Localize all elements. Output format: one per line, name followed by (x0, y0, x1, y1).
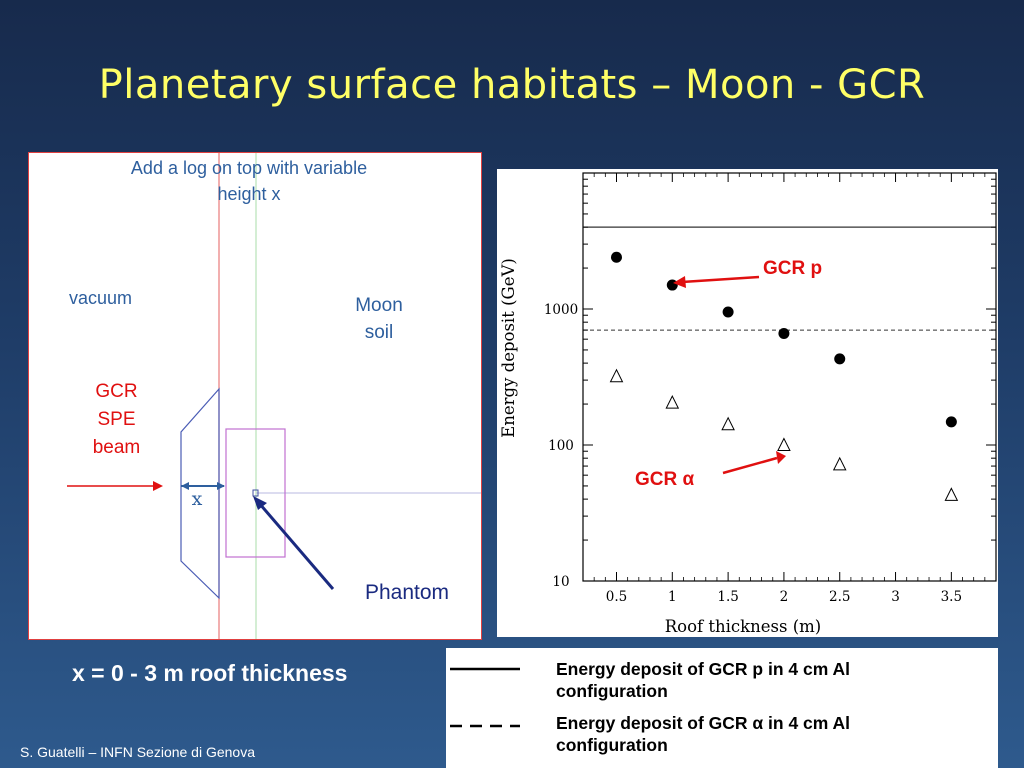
phantom-arrow-head (253, 496, 267, 510)
gcr-alpha-point (777, 437, 791, 451)
x-axis-label: Roof thickness (m) (665, 617, 822, 636)
x-tick-label: 0.5 (606, 589, 627, 605)
plot-frame (582, 172, 997, 582)
legend: Energy deposit of GCR p in 4 cm Al confi… (446, 648, 998, 768)
log-note-line2: height x (217, 184, 281, 204)
gcr-p-point (945, 416, 957, 428)
gcr-p-point (722, 306, 734, 318)
geometry-drawing (67, 153, 481, 639)
gcr-alpha-point (832, 456, 847, 471)
x-tick-label: 1.5 (717, 589, 738, 605)
y-tick-label: 1000 (544, 302, 578, 318)
x-arrow-head-right (217, 482, 225, 490)
phantom-arrow (257, 502, 335, 590)
phantom-marker (252, 489, 259, 497)
footer-credit: S. Guatelli – INFN Sezione di Genova (20, 744, 256, 760)
y-tick-label: 100 (548, 438, 574, 454)
legend-dashed-line1: Energy deposit of GCR α in 4 cm Al (556, 713, 851, 733)
x-tick-label: 3 (891, 589, 900, 605)
x-label: x (191, 488, 203, 510)
gcr-p-point (834, 353, 846, 365)
gcr-alpha-annotation: GCR α (635, 469, 695, 490)
x-arrow-head-left (181, 482, 189, 490)
log-note: Add a log on top with variable height x (69, 155, 429, 207)
gcr-alpha-arrow-head (776, 451, 786, 464)
gcr-p-point (778, 328, 790, 340)
phantom-label: Phantom (364, 581, 450, 604)
moon-soil-label: Moon soil (339, 292, 419, 346)
gcr-alpha-arrow (722, 456, 778, 475)
legend-solid-text: Energy deposit of GCR p in 4 cm Al confi… (556, 658, 976, 702)
habitat-box (225, 428, 286, 558)
gcr-alpha-point (665, 394, 680, 409)
geometry-diagram: Add a log on top with variable height x … (28, 152, 482, 640)
x-tick-label: 1 (668, 589, 677, 605)
beam-line2: SPE (97, 409, 136, 430)
energy-deposit-plot: 0.5 1 1.5 2 2.5 3 3.5 10 100 1000 Roof thickness … (497, 169, 998, 637)
gcr-alpha-point (721, 416, 735, 431)
moon-soil-line2: soil (364, 322, 394, 343)
beam-arrow-head (153, 481, 163, 491)
log-note-line1: Add a log on top with variable (130, 158, 368, 178)
legend-dashed-line2: configuration (556, 735, 668, 755)
plot-canvas: 0.5 1 1.5 2 2.5 3 3.5 10 100 1000 Roof thickness … (499, 172, 997, 636)
beam-line3: beam (92, 437, 141, 458)
y-axis-label: Energy deposit (GeV) (499, 258, 518, 438)
gcr-p-point (610, 251, 622, 263)
moon-soil-line1: Moon (355, 295, 403, 316)
gcr-p-arrow (681, 275, 760, 284)
roof-log-shape (180, 387, 220, 600)
x-tick-label: 2 (780, 589, 789, 605)
roof-thickness-caption: x = 0 - 3 m roof thickness (72, 660, 348, 686)
legend-dashed-text: Energy deposit of GCR α in 4 cm Al confi… (556, 712, 976, 756)
gcr-p-arrow-head (673, 276, 686, 288)
beam-line1: GCR (95, 381, 138, 402)
gcr-alpha-point (609, 368, 624, 383)
x-tick-label: 2.5 (829, 589, 850, 605)
slide-title: Planetary surface habitats – Moon - GCR (98, 62, 926, 108)
legend-lines (450, 667, 520, 728)
legend-solid-line2: configuration (556, 681, 668, 701)
gcr-alpha-point (944, 487, 959, 501)
y-tick-label: 10 (552, 574, 569, 590)
legend-solid-line1: Energy deposit of GCR p in 4 cm Al (556, 659, 850, 679)
beam-label: GCR SPE beam (74, 378, 159, 462)
gcr-p-annotation: GCR p (763, 258, 823, 279)
vacuum-label: vacuum (69, 288, 133, 308)
x-tick-label: 3.5 (941, 589, 962, 605)
